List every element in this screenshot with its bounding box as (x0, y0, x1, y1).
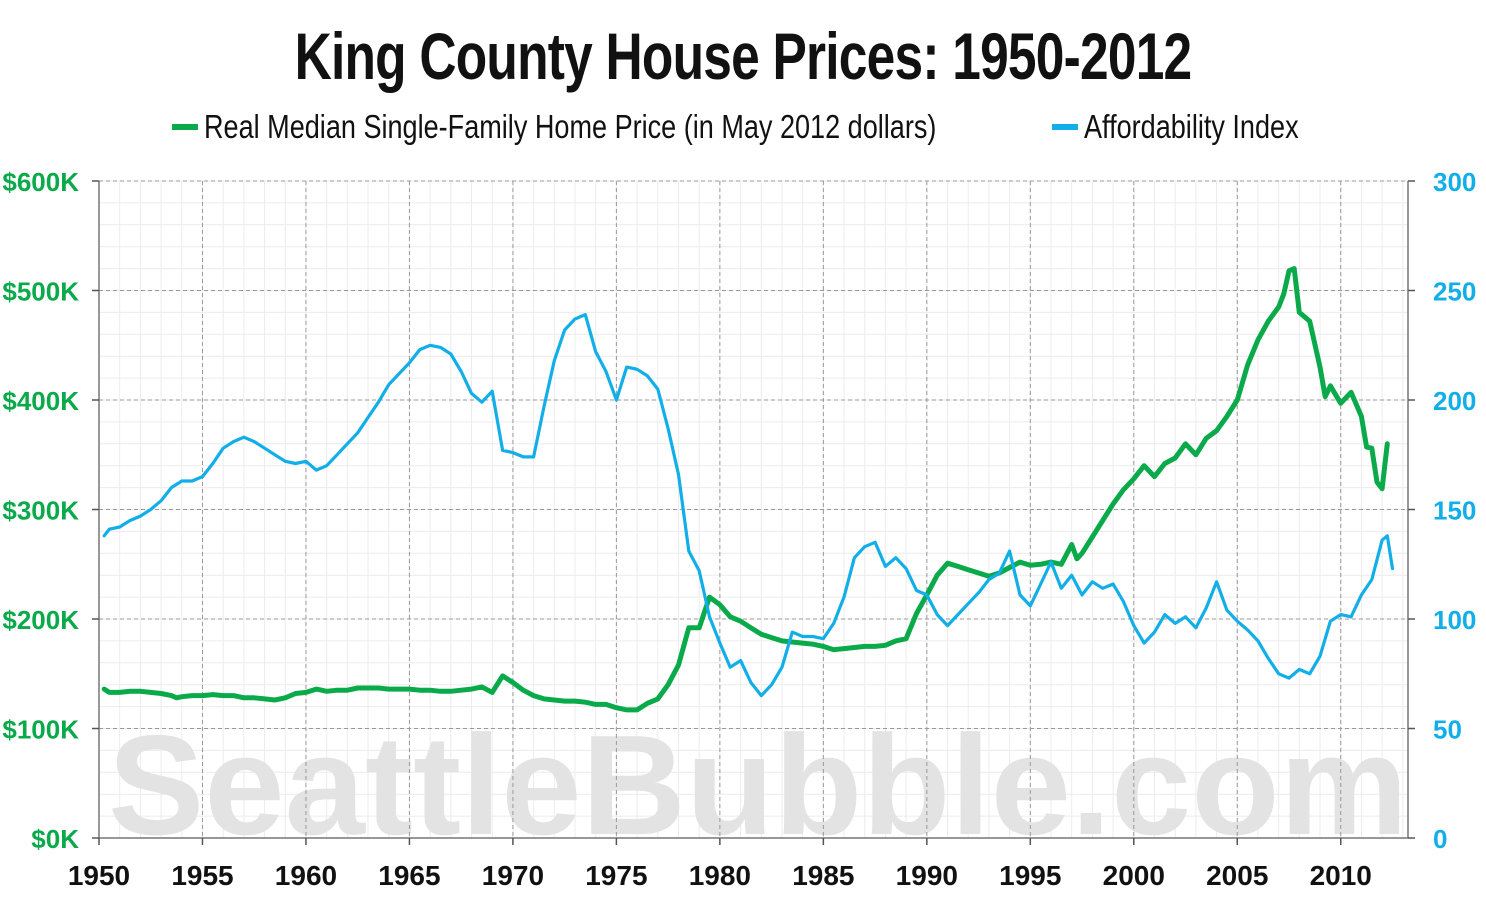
legend-swatch-affordability (1052, 124, 1078, 130)
legend-item-affordability: Affordability Index (1052, 108, 1346, 146)
axes (92, 180, 1415, 845)
y-left-tick-label: $600K (2, 167, 79, 197)
x-tick-label: 1970 (482, 860, 544, 891)
chart-legend: Real Median Single-Family Home Price (in… (0, 108, 1486, 152)
x-tick-label: 1980 (689, 860, 751, 891)
y-right-tick-label: 0 (1433, 824, 1447, 854)
x-tick-label: 1995 (999, 860, 1061, 891)
watermark: SeattleBubble.com (108, 706, 1408, 865)
y-left-tick-label: $500K (2, 277, 79, 307)
legend-swatch-price (172, 124, 198, 130)
y-right-tick-label: 250 (1433, 277, 1476, 307)
y-right-tick-label: 150 (1433, 496, 1476, 526)
y-left-tick-label: $100K (2, 715, 79, 745)
x-tick-label: 2000 (1103, 860, 1165, 891)
x-tick-label: 2010 (1310, 860, 1372, 891)
x-tick-label: 1955 (171, 860, 233, 891)
legend-item-price: Real Median Single-Family Home Price (in… (172, 108, 1097, 146)
y-right-tick-label: 200 (1433, 386, 1476, 416)
y-right-tick-label: 300 (1433, 167, 1476, 197)
x-tick-label: 1975 (585, 860, 647, 891)
y-right-tick-label: 50 (1433, 715, 1462, 745)
legend-label-price: Real Median Single-Family Home Price (in… (204, 108, 937, 145)
x-tick-label: 1960 (275, 860, 337, 891)
y-left-tick-label: $200K (2, 605, 79, 635)
series-line-price (101, 266, 1390, 713)
legend-label-affordability: Affordability Index (1084, 108, 1299, 145)
x-tick-label: 1990 (896, 860, 958, 891)
x-tick-label: 1985 (792, 860, 854, 891)
y-left-tick-label: $400K (2, 386, 79, 416)
y-right-tick-label: 100 (1433, 605, 1476, 635)
x-tick-label: 1965 (378, 860, 440, 891)
x-tick-label: 2005 (1206, 860, 1268, 891)
chart-title: King County House Prices: 1950-2012 (294, 19, 1193, 93)
series-line-affordability (102, 313, 1395, 698)
tick-labels: 1950 1955 1960 1965 1970 1975 1980 1985 1990 1995… (2, 167, 1476, 891)
x-tick-label: 1950 (68, 860, 130, 891)
y-left-tick-label: $300K (2, 496, 79, 526)
y-left-tick-label: $0K (31, 824, 79, 854)
series-lines (101, 266, 1395, 713)
major-grid (98, 180, 1408, 838)
